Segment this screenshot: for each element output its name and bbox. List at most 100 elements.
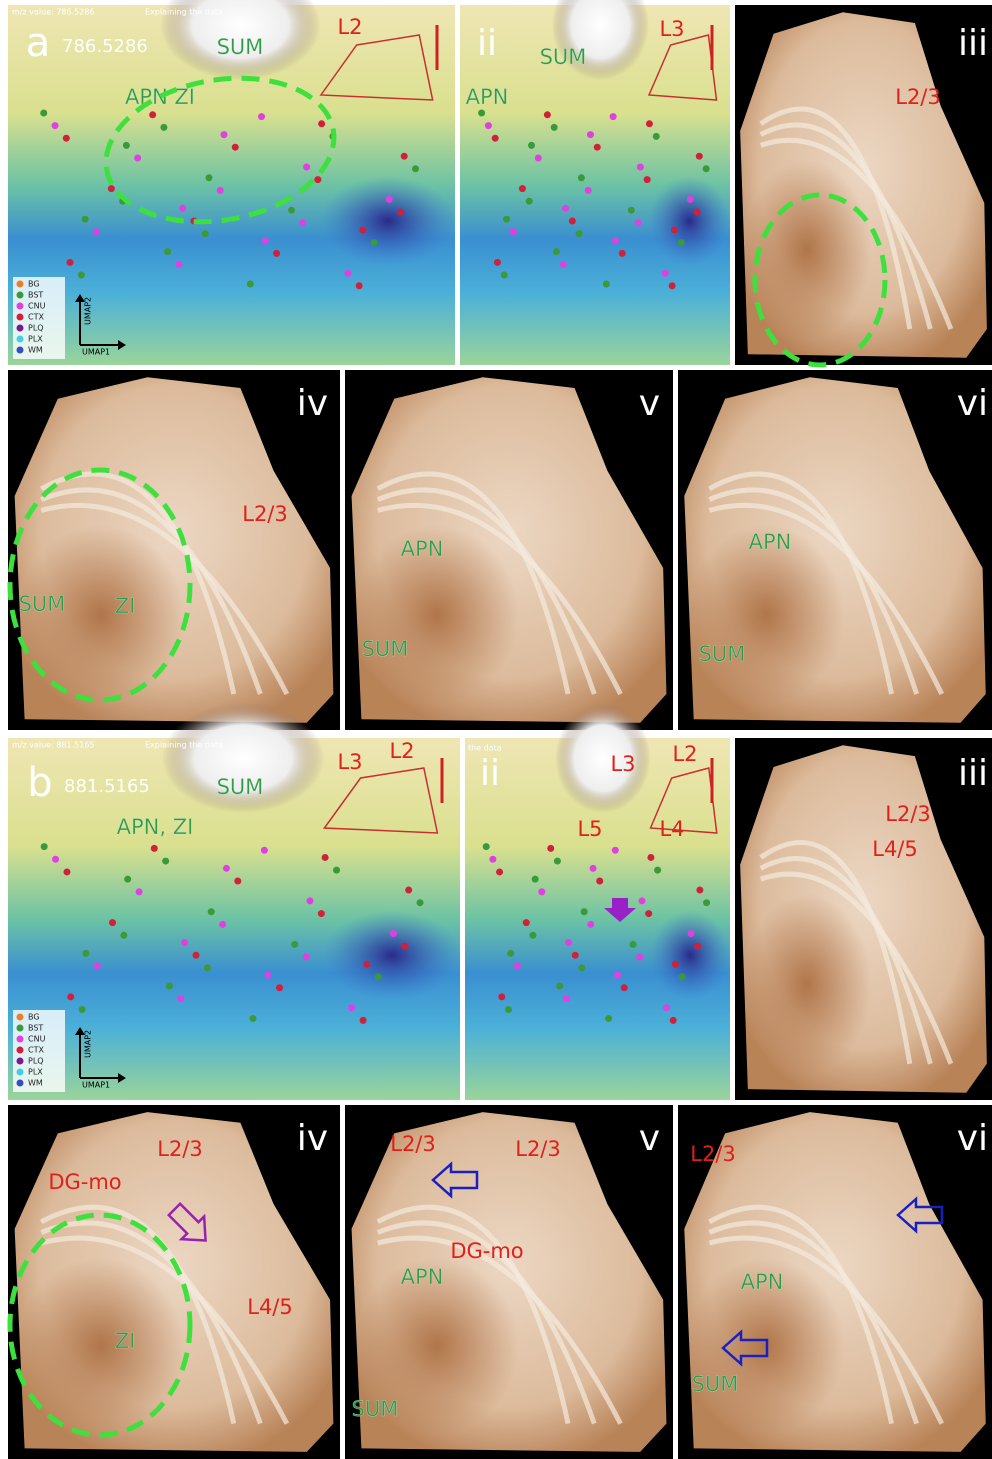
network-node — [605, 1015, 612, 1022]
deep-region — [321, 176, 455, 266]
network-node — [672, 961, 679, 968]
network-node — [494, 259, 501, 266]
network-node — [67, 259, 74, 266]
network-node — [637, 164, 644, 171]
network-node — [160, 124, 167, 131]
network-node — [397, 209, 404, 216]
y-axis-label: UMAP2 — [84, 297, 93, 325]
network-node — [635, 219, 642, 226]
panel: vL2/3L2/3DG-moAPNSUM — [345, 1105, 673, 1459]
network-node — [40, 110, 47, 117]
network-node — [630, 941, 637, 948]
legend-label: CNU — [28, 302, 46, 311]
network-node — [644, 176, 651, 183]
network-node — [654, 867, 661, 874]
network-node — [164, 248, 171, 255]
panel: v APN SUM — [345, 370, 673, 730]
network-node — [563, 995, 570, 1002]
network-node — [151, 845, 158, 852]
legend-dot — [17, 336, 24, 343]
network-node — [554, 858, 561, 865]
network-node — [63, 868, 70, 875]
region-label: L2 — [389, 739, 414, 763]
deep-region — [651, 910, 731, 1000]
network-node — [371, 239, 378, 246]
network-node — [179, 205, 186, 212]
panel: viAPNSUM — [678, 370, 992, 730]
network-node — [662, 270, 669, 277]
network-node — [52, 122, 59, 129]
dark-region — [743, 894, 872, 1075]
network-node — [273, 250, 280, 257]
network-node — [120, 932, 127, 939]
panel-numeral: v — [639, 383, 660, 424]
legend-label: BG — [28, 1013, 40, 1022]
legend-dot — [17, 292, 24, 299]
legend-dot — [17, 303, 24, 310]
network-node — [299, 219, 306, 226]
network-node — [94, 963, 101, 970]
region-label: SUM — [362, 637, 409, 661]
panel-numeral: iii — [958, 23, 988, 64]
region-label: L4/5 — [872, 837, 918, 861]
network-node — [510, 228, 517, 235]
network-node — [636, 954, 643, 961]
region-label: L2 — [672, 742, 697, 766]
region-label: L5 — [577, 817, 602, 841]
figure: m/z value: 786.5286Explaining the dataa7… — [0, 0, 992, 1459]
network-node — [303, 954, 310, 961]
network-node — [585, 187, 592, 194]
network-node — [136, 888, 143, 895]
network-node — [528, 142, 535, 149]
network-node — [41, 843, 48, 850]
network-node — [621, 984, 628, 991]
region-label: L2/3 — [242, 502, 288, 526]
region-label: APN, ZI — [117, 815, 194, 839]
network-node — [166, 982, 173, 989]
network-node — [526, 198, 533, 205]
mz-value: 881.5165 — [64, 776, 150, 797]
region-label: DG-mo — [48, 1170, 121, 1194]
network-node — [412, 165, 419, 172]
legend-label: PLX — [28, 335, 43, 344]
network-node — [258, 113, 265, 120]
region-label: APN — [401, 537, 444, 561]
network-node — [390, 930, 397, 937]
panel: m/z value: 881.5165Explaining the datab8… — [8, 703, 460, 1100]
network-node — [498, 993, 505, 1000]
network-node — [647, 854, 654, 861]
network-node — [576, 230, 583, 237]
network-node — [694, 943, 701, 950]
region-label: APN ZI — [125, 85, 195, 109]
network-node — [703, 899, 710, 906]
legend-dot — [17, 1025, 24, 1032]
network-node — [262, 237, 269, 244]
network-node — [219, 921, 226, 928]
region-label: SUM — [540, 45, 587, 69]
region-label: L3 — [337, 750, 362, 774]
network-node — [318, 120, 325, 127]
network-node — [496, 868, 503, 875]
network-node — [671, 227, 678, 234]
region-label: SUM — [19, 592, 66, 616]
y-axis-label: UMAP2 — [84, 1030, 93, 1058]
network-node — [551, 124, 558, 131]
network-node — [569, 218, 576, 225]
network-node — [587, 131, 594, 138]
legend-label: PLQ — [28, 1057, 44, 1066]
deep-region — [324, 910, 460, 1000]
network-node — [109, 919, 116, 926]
region-label: ZI — [115, 594, 136, 618]
network-node — [401, 943, 408, 950]
network-node — [612, 847, 619, 854]
network-node — [375, 973, 382, 980]
legend-label: BST — [28, 291, 43, 300]
panel: the dataiiL3L2L5L4 — [465, 703, 730, 1100]
legend-dot — [17, 1058, 24, 1065]
legend-label: WM — [28, 1079, 43, 1088]
network-node — [653, 133, 660, 140]
network-node — [612, 237, 619, 244]
network-node — [208, 908, 215, 915]
network-node — [503, 216, 510, 223]
